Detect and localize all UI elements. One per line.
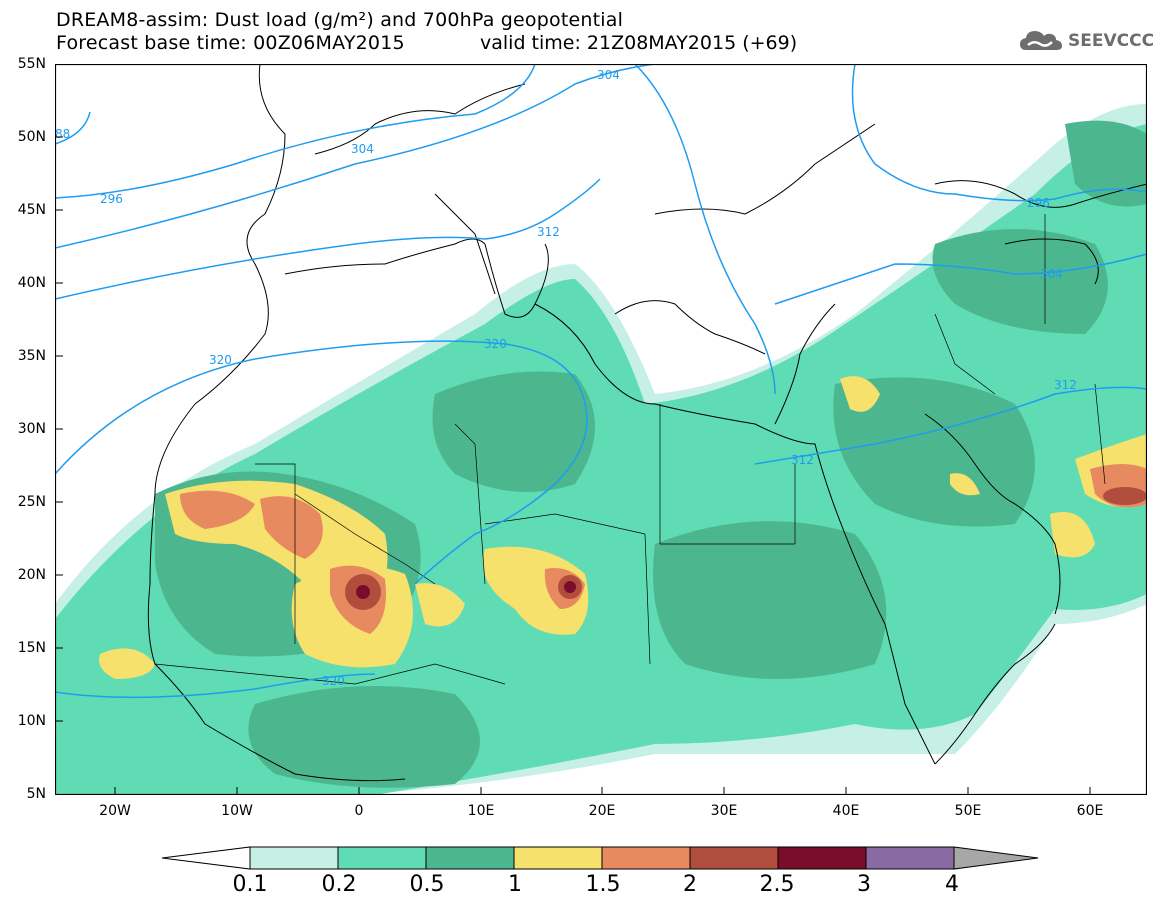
contour-label: 312 (791, 453, 814, 467)
colorbar-cell (161, 846, 251, 870)
dust-very-high-2 (260, 496, 323, 559)
forecast-base-time: Forecast base time: 00Z06MAY2015 (56, 32, 405, 54)
dust-high-qatar (950, 473, 980, 496)
lat-label: 40N (17, 275, 46, 291)
dust-medium-7 (1065, 120, 1147, 207)
dust-medium-6 (248, 686, 480, 788)
lon-label: 30E (710, 803, 738, 819)
valid-time: valid time: 21Z08MAY2015 (+69) (480, 32, 798, 54)
dust-peak-gulf (1103, 487, 1147, 505)
colorbar-tick: 2 (683, 872, 697, 897)
dust-medium-2 (432, 371, 595, 492)
colorbar-tick: 1 (508, 872, 522, 897)
contour-label: 296 (100, 192, 123, 206)
dust-shading (55, 104, 1147, 795)
colorbar-cell (865, 846, 955, 870)
colorbar-cell (689, 846, 779, 870)
logo-text: SEEVCCC (1068, 31, 1155, 51)
dust-peak-core-2 (564, 581, 576, 593)
dust-medium-4 (833, 377, 1035, 527)
colorbar-tick: 0.2 (321, 872, 357, 897)
lat-label: 25N (17, 494, 46, 510)
colorbar-tick: 0.5 (409, 872, 445, 897)
colorbar-cell (777, 846, 867, 870)
colorbar-cell (249, 846, 339, 870)
colorbar-tick: 1.5 (585, 872, 621, 897)
lat-label: 5N (26, 786, 46, 802)
colorbar (161, 846, 1039, 870)
lon-label: 10W (221, 803, 253, 819)
contour-label: 320 (484, 337, 507, 351)
colorbar-tick: 2.5 (759, 872, 795, 897)
colorbar-cell (601, 846, 691, 870)
dust-high-west-coast (99, 648, 155, 679)
map-title: DREAM8-assim: Dust load (g/m²) and 700hP… (56, 9, 624, 31)
contour-label: 312 (1054, 378, 1077, 392)
lat-label: 30N (17, 421, 46, 437)
contour-label: 88 (55, 127, 70, 141)
contour-labels: 304 296 304 312 296 304 320 312 320 312 … (55, 68, 1077, 688)
seevccc-logo: SEEVCCC (1018, 28, 1154, 54)
lat-label: 15N (17, 640, 46, 656)
colorbar-tick: 4 (945, 872, 959, 897)
dust-peak-core-1 (356, 585, 370, 599)
dust-very-high-1 (180, 490, 255, 529)
dust-medium-3 (653, 521, 887, 679)
lat-label: 35N (17, 348, 46, 364)
lon-label: 50E (954, 803, 982, 819)
colorbar-cell (513, 846, 603, 870)
contour-label: 320 (322, 674, 345, 688)
lat-label: 45N (17, 202, 46, 218)
lon-label: 10E (467, 803, 495, 819)
lat-label: 10N (17, 713, 46, 729)
colorbar-cell (337, 846, 427, 870)
dust-high-iraq (840, 376, 880, 412)
contour-label: 304 (597, 68, 620, 82)
lon-label: 0 (354, 803, 364, 819)
contour-label: 320 (209, 353, 232, 367)
lat-label: 20N (17, 567, 46, 583)
colorbar-cell (425, 846, 515, 870)
contour-label: 312 (537, 225, 560, 239)
coastlines (147, 64, 1147, 782)
dust-medium-5 (932, 229, 1108, 334)
lon-label: 20E (588, 803, 616, 819)
colorbar-tick: 0.1 (232, 872, 268, 897)
lat-label: 50N (17, 129, 46, 145)
dust-high-oman (1050, 512, 1095, 558)
contour-label: 304 (351, 142, 374, 156)
lon-label: 20W (99, 803, 131, 819)
colorbar-cell (953, 846, 1039, 870)
cloud-logo-icon (1020, 31, 1062, 50)
contour-label: 296 (1027, 196, 1050, 210)
lat-label: 55N (17, 56, 46, 72)
dust-load-map: 304 296 304 312 296 304 320 312 320 312 … (55, 64, 1147, 795)
lon-label: 60E (1076, 803, 1104, 819)
contour-label: 304 (1040, 267, 1063, 281)
geopotential-contours (55, 64, 1147, 699)
lon-label: 40E (832, 803, 860, 819)
dust-high-niger (415, 583, 465, 627)
colorbar-tick: 3 (857, 872, 871, 897)
country-borders (154, 214, 1106, 685)
axis-ticks (55, 136, 1091, 795)
